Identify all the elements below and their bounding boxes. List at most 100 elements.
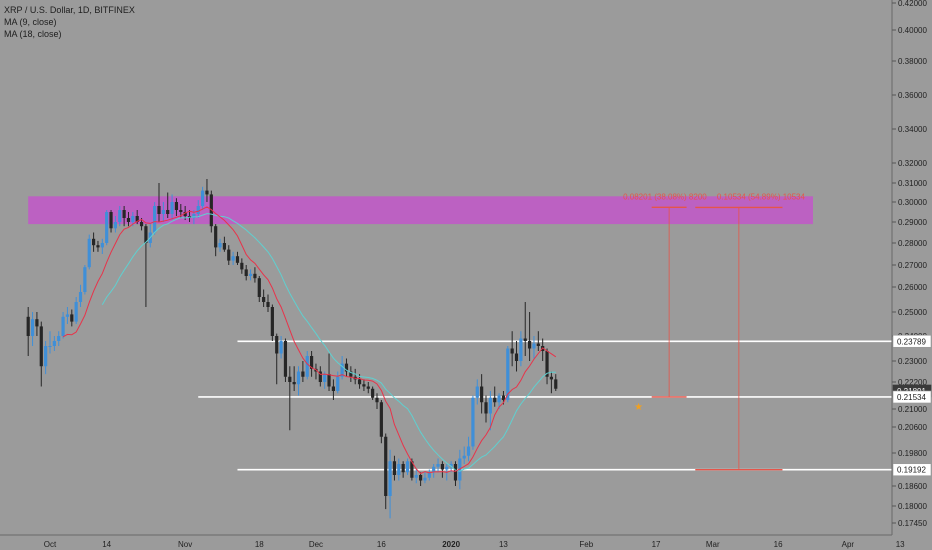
candle-body[interactable] [480,386,484,403]
candle-body[interactable] [414,475,418,478]
candle-body[interactable] [253,273,257,279]
indicator-ma9-label[interactable]: MA (9, close) [4,17,57,27]
candle-body[interactable] [366,386,370,389]
candle-body[interactable] [471,397,475,447]
candle-body[interactable] [296,371,301,385]
candle-body[interactable] [405,461,410,473]
candle-body[interactable] [462,455,466,459]
candle-body[interactable] [205,190,209,195]
candle-body[interactable] [248,273,253,276]
candle-body[interactable] [270,307,274,336]
candle-body[interactable] [74,302,78,322]
candle-body[interactable] [122,210,126,218]
candle-body[interactable] [92,238,96,246]
candle-body[interactable] [375,397,379,403]
candle-body[interactable] [510,348,514,354]
candle-body[interactable] [100,243,104,248]
candle-body[interactable] [30,319,35,336]
candle-body[interactable] [449,464,453,467]
candle-body[interactable] [453,464,458,481]
candle-body[interactable] [279,341,283,354]
candle-body[interactable] [549,376,553,380]
candle-body[interactable] [488,397,492,414]
candle-body[interactable] [445,466,449,470]
candle-body[interactable] [275,336,279,354]
candle-body[interactable] [227,249,231,261]
candle-body[interactable] [262,297,266,302]
candle-body[interactable] [305,356,309,377]
candle-body[interactable] [109,212,113,229]
indicator-ma18-label[interactable]: MA (18, close) [4,29,62,39]
symbol-title[interactable]: XRP / U.S. Dollar, 1D, BITFINEX [4,5,135,15]
candle-body[interactable] [410,461,414,478]
candle-body[interactable] [371,388,375,398]
candle-body[interactable] [523,338,527,342]
candle-body[interactable] [244,269,248,276]
candle-body[interactable] [349,371,353,377]
candle-body[interactable] [201,190,205,206]
candle-body[interactable] [532,343,536,349]
candle-body[interactable] [301,371,305,377]
candle-body[interactable] [323,374,327,382]
candle-body[interactable] [57,336,61,341]
candle-body[interactable] [113,222,117,229]
candle-body[interactable] [310,356,314,369]
candle-body[interactable] [401,464,405,473]
candle-body[interactable] [331,386,335,392]
candle-body[interactable] [183,212,187,216]
candle-body[interactable] [475,386,479,398]
candle-body[interactable] [528,341,532,349]
candle-body[interactable] [83,267,87,292]
candle-body[interactable] [493,397,497,403]
candle-body[interactable] [536,343,540,347]
ma9-line[interactable] [62,206,557,475]
candle-body[interactable] [392,461,397,475]
candle-body[interactable] [179,210,183,212]
candle-body[interactable] [432,466,436,473]
candle-body[interactable] [39,326,43,367]
candle-body[interactable] [423,477,427,481]
candle-body[interactable] [327,374,331,387]
candle-body[interactable] [388,461,392,496]
candle-body[interactable] [70,314,74,322]
star-marker[interactable] [634,402,643,410]
candle-body[interactable] [501,395,506,401]
candle-body[interactable] [240,262,244,270]
candle-body[interactable] [135,216,139,222]
candle-body[interactable] [283,341,288,377]
candle-body[interactable] [427,472,431,478]
candle-body[interactable] [436,464,440,467]
candle-body[interactable] [139,222,144,227]
candle-body[interactable] [384,436,388,496]
candle-body[interactable] [144,226,148,243]
candle-body[interactable] [214,226,218,248]
candle-body[interactable] [153,206,157,233]
candle-body[interactable] [166,210,170,214]
candle-body[interactable] [484,402,488,414]
candle-body[interactable] [292,382,296,385]
candle-body[interactable] [362,384,366,387]
candle-body[interactable] [466,446,471,456]
candle-body[interactable] [78,292,83,302]
candle-body[interactable] [497,395,501,403]
candle-body[interactable] [126,218,131,222]
candle-body[interactable] [235,256,240,263]
candle-body[interactable] [554,379,558,389]
candle-body[interactable] [336,376,340,391]
ma18-line[interactable] [101,213,556,472]
candle-body[interactable] [458,458,462,481]
candle-body[interactable] [231,256,235,261]
candle-body[interactable] [157,206,161,214]
candle-body[interactable] [105,212,109,243]
candle-body[interactable] [52,341,56,346]
candle-body[interactable] [318,371,322,383]
candle-body[interactable] [131,216,135,222]
candle-body[interactable] [61,316,65,336]
candle-body[interactable] [440,464,444,470]
candle-body[interactable] [161,210,165,214]
candle-body[interactable] [379,402,383,437]
candle-body[interactable] [96,245,100,248]
candle-body[interactable] [65,314,70,317]
candle-body[interactable] [44,346,48,367]
